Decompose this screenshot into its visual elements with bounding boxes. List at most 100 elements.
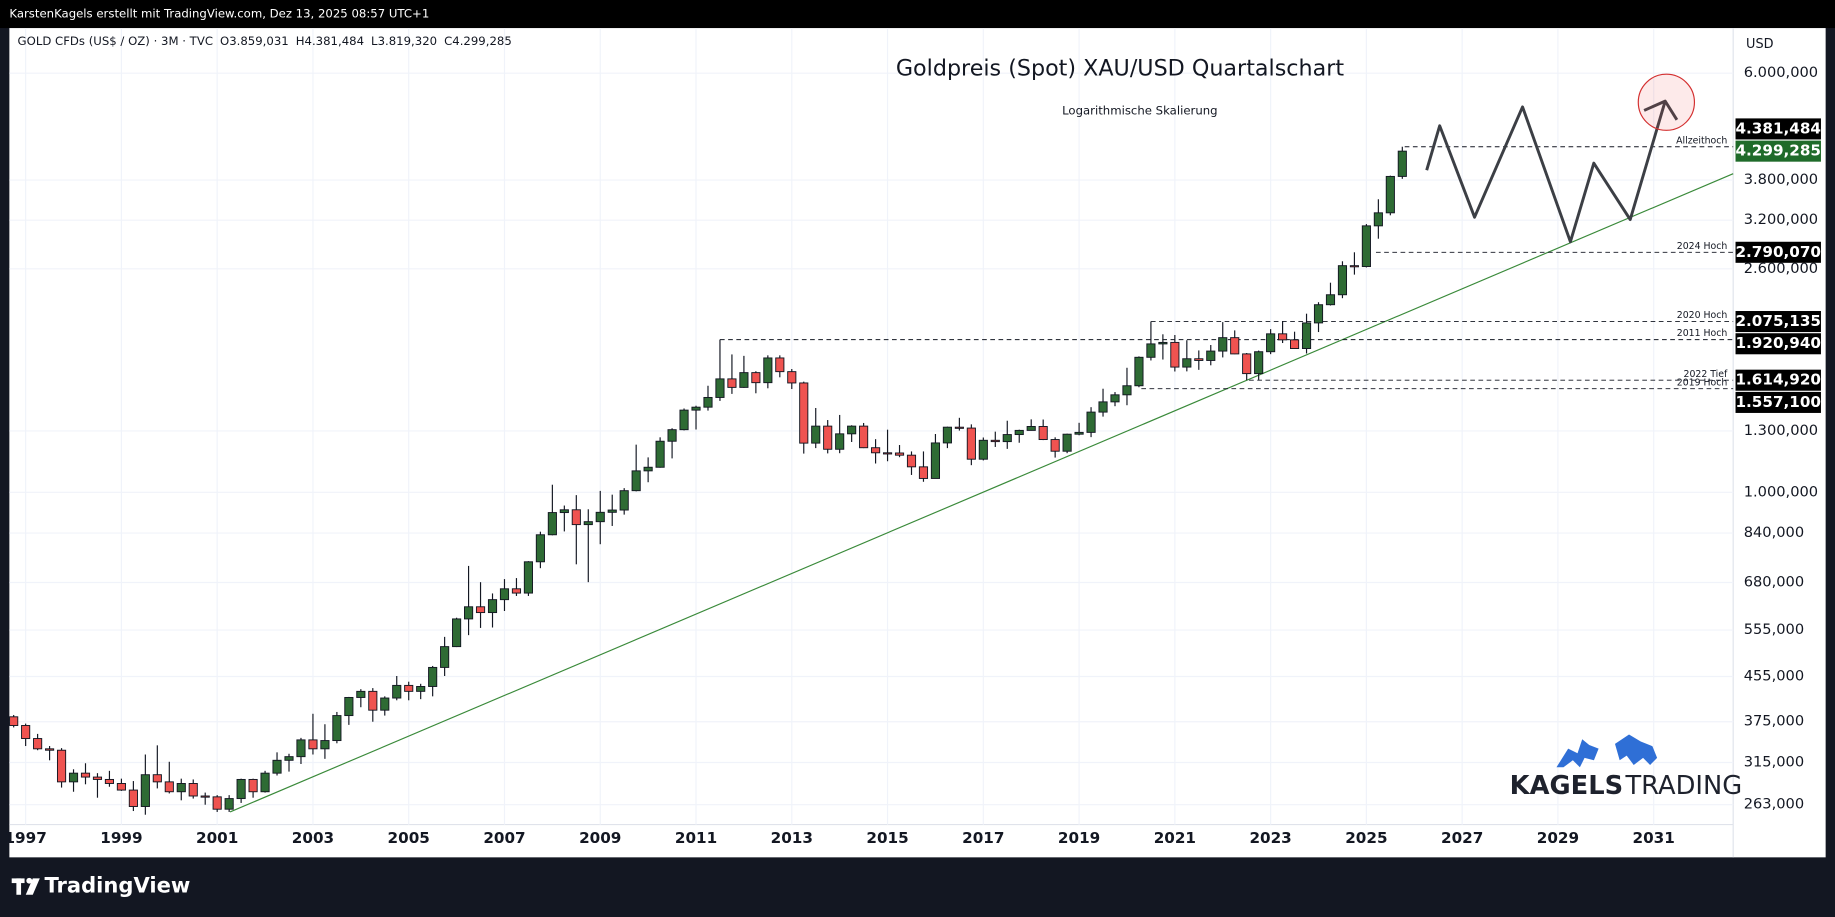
candle-body xyxy=(21,725,31,740)
candle-body xyxy=(416,686,426,692)
logo: KAGELS TRADING xyxy=(1510,771,1743,801)
level-label: Allzeithoch xyxy=(1676,135,1727,146)
candle-body xyxy=(727,378,737,388)
x-tick-label: 2017 xyxy=(962,829,1004,847)
highlight-circle xyxy=(1637,73,1696,131)
candle-body xyxy=(356,690,366,698)
logo-second: TRADING xyxy=(1624,771,1742,801)
candle-body xyxy=(1026,426,1036,431)
candle-body xyxy=(164,781,174,793)
candle-body xyxy=(942,426,952,444)
y-tick-label: 455,000 xyxy=(1744,668,1804,685)
y-tick-label: 375,000 xyxy=(1744,713,1804,730)
axis-unit: USD xyxy=(1746,37,1774,52)
candle-body xyxy=(583,521,593,526)
candle-body xyxy=(320,740,330,750)
x-tick-label: 2009 xyxy=(579,829,621,847)
projection-arrowhead xyxy=(1643,99,1679,121)
candle-body xyxy=(92,776,103,780)
logo-first: KAGELS xyxy=(1510,771,1623,801)
x-tick-label: 2029 xyxy=(1537,829,1579,847)
candle-body xyxy=(835,433,845,450)
candle-body xyxy=(9,716,19,726)
candle-body xyxy=(1146,343,1156,358)
candle-body xyxy=(643,466,653,472)
candle-body xyxy=(859,425,869,449)
y-tick-label: 1.000,000 xyxy=(1744,483,1818,500)
candle-body xyxy=(404,684,414,692)
candle-body xyxy=(1002,434,1012,443)
y-tick-label: 3.200,000 xyxy=(1744,211,1818,228)
candle-body xyxy=(930,442,941,479)
legend-value: H4.381,484 xyxy=(296,33,364,47)
candle-body xyxy=(1290,339,1300,349)
candle-body xyxy=(296,739,306,758)
candle-body xyxy=(1050,439,1060,452)
level-label: 2022 Tief xyxy=(1684,369,1729,380)
candle-body xyxy=(511,588,522,594)
candle-body xyxy=(631,470,641,492)
level-badge xyxy=(1735,391,1821,413)
footer-brand: TradingView xyxy=(44,873,190,898)
level-badge xyxy=(1735,311,1821,333)
x-tick-label: 2005 xyxy=(388,829,430,847)
level-badge-text: 1.920,940 xyxy=(1735,334,1821,352)
candle-body xyxy=(966,427,976,460)
y-tick-label: 3.800,000 xyxy=(1744,171,1818,188)
candle-body xyxy=(1074,431,1084,435)
level-badge-text: 2.075,135 xyxy=(1735,312,1821,330)
x-tick-label: 1999 xyxy=(100,829,142,847)
candle-body xyxy=(595,511,605,523)
candle-body xyxy=(619,490,629,511)
candle-body xyxy=(775,357,785,373)
candle-body xyxy=(799,382,809,444)
candle-body xyxy=(380,697,390,711)
candle-body xyxy=(1134,356,1144,387)
candle-body xyxy=(871,447,881,454)
chart-title: Goldpreis (Spot) XAU/USD Quartalschart xyxy=(896,56,1345,82)
candle-body xyxy=(1218,337,1228,352)
candle-body xyxy=(978,439,988,460)
candle-body xyxy=(332,715,342,742)
y-tick-label: 263,000 xyxy=(1744,796,1804,813)
candle-body xyxy=(1062,433,1072,452)
candle-body xyxy=(368,690,378,711)
candle-body xyxy=(452,618,462,648)
chart-area xyxy=(9,28,1826,858)
candle-body xyxy=(1194,358,1204,361)
candle-body xyxy=(1373,212,1383,227)
candle-body xyxy=(33,738,43,750)
candle-body xyxy=(1337,265,1348,296)
logo-icons xyxy=(1556,734,1658,768)
candle-body xyxy=(80,772,91,778)
y-tick-label: 555,000 xyxy=(1744,621,1804,638)
candle-body xyxy=(116,783,126,791)
y-tick-label: 1.300,000 xyxy=(1744,422,1818,439)
legend-value: O3.859,031 xyxy=(220,33,289,47)
candle-body xyxy=(1182,358,1192,368)
level-label: 2019 Hoch xyxy=(1677,377,1728,388)
candle-body xyxy=(1158,341,1168,345)
candle-body xyxy=(1385,175,1395,214)
trendline xyxy=(229,173,1734,813)
top-bar xyxy=(0,0,1835,29)
labels: 1997 1999 2001 2003 2005 2007 2009 2011 2013 2015… xyxy=(4,64,1821,847)
candle-body xyxy=(811,425,821,444)
projection-line xyxy=(1425,100,1667,244)
y-tick-label: 315,000 xyxy=(1744,754,1804,771)
level-badge-text: 1.557,100 xyxy=(1735,393,1821,411)
level-badge xyxy=(1735,118,1821,140)
candle-body xyxy=(200,795,210,798)
x-tick-label: 2031 xyxy=(1633,829,1675,847)
marks xyxy=(9,73,1734,815)
x-tick-label: 2015 xyxy=(866,829,908,847)
last-price-badge xyxy=(1735,140,1821,162)
candle-body xyxy=(188,783,198,797)
bear-icon xyxy=(1614,734,1658,765)
level-badge-text: 2.790,070 xyxy=(1735,243,1821,261)
candle-body xyxy=(535,534,545,563)
candle-body xyxy=(882,452,893,455)
candle-body xyxy=(308,739,318,750)
candle-body xyxy=(1301,322,1312,349)
x-tick-label: 2027 xyxy=(1441,829,1483,847)
